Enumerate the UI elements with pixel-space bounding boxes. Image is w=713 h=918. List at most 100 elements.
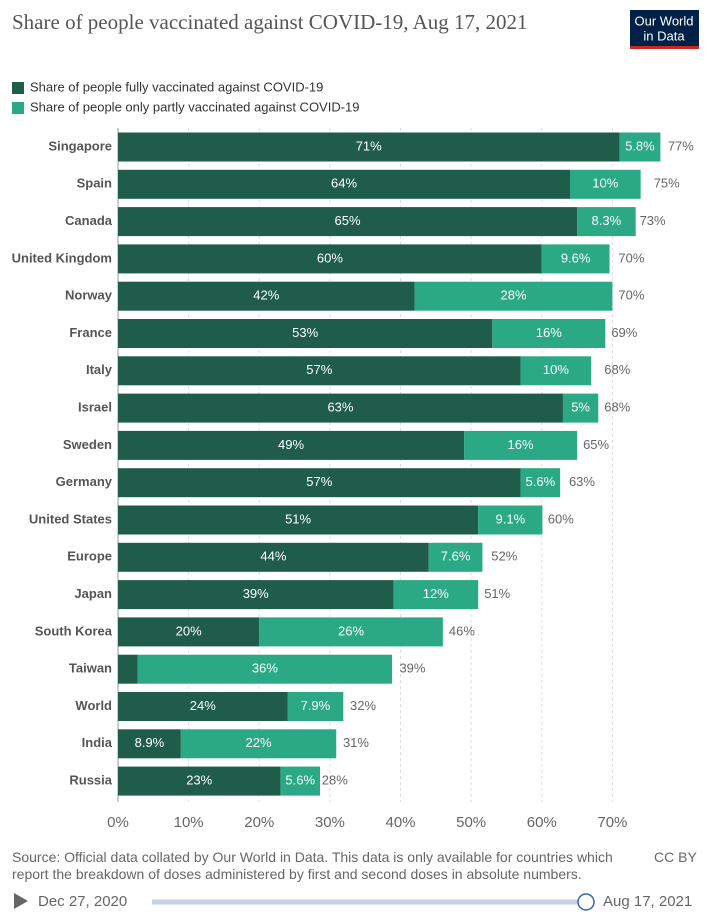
x-tick-label: 0%	[107, 814, 129, 831]
bar-segment	[287, 692, 344, 721]
data-label: 53%	[292, 325, 318, 340]
bar-segment	[118, 468, 521, 498]
total-label: 63%	[569, 474, 595, 489]
total-label: 32%	[350, 698, 376, 713]
y-tick-label: Russia	[69, 773, 112, 788]
y-tick-label: India	[82, 735, 113, 750]
y-tick-label: Taiwan	[69, 661, 112, 676]
legend-label: Share of people fully vaccinated against…	[30, 79, 323, 94]
bar-segment	[428, 542, 483, 572]
data-label: 57%	[306, 474, 332, 489]
bar-segment	[118, 244, 542, 274]
data-label: 10%	[543, 362, 569, 377]
y-tick-label: World	[75, 698, 112, 713]
y-tick-label: Sweden	[63, 437, 112, 452]
bar-segment	[464, 430, 578, 460]
timeline-handle[interactable]	[577, 893, 595, 911]
bar-segment	[520, 468, 561, 498]
data-label: 36%	[252, 661, 278, 676]
bar-segment	[118, 281, 415, 311]
data-label: 7.6%	[441, 549, 471, 564]
chart-title: Share of people vaccinated against COVID…	[12, 10, 528, 34]
data-label: 42%	[253, 288, 279, 303]
bar-segment	[619, 132, 661, 162]
data-label: 39%	[243, 586, 269, 601]
y-tick-label: Canada	[65, 213, 113, 228]
bar-segment	[562, 393, 599, 423]
bar-segment	[478, 505, 543, 535]
bar-segment	[137, 654, 393, 684]
bar-segment	[259, 617, 443, 647]
total-label: 68%	[604, 362, 630, 377]
y-tick-label: South Korea	[35, 623, 113, 638]
data-label: 10%	[592, 176, 618, 191]
total-label: 68%	[604, 400, 630, 415]
total-label: 70%	[618, 288, 644, 303]
legend-swatch	[12, 102, 24, 114]
y-tick-label: United Kingdom	[12, 250, 112, 265]
logo-box[interactable]	[630, 10, 699, 48]
total-label: 28%	[322, 773, 348, 788]
data-label: 9.6%	[561, 250, 591, 265]
play-button[interactable]	[14, 893, 28, 909]
bar-segment	[118, 393, 563, 423]
y-tick-label: Israel	[78, 400, 112, 415]
data-label: 49%	[278, 437, 304, 452]
bar-segment	[118, 766, 281, 796]
legend-label: Share of people only partly vaccinated a…	[30, 99, 360, 114]
bar-segment	[393, 580, 479, 610]
bar-segment	[118, 430, 465, 460]
data-label: 22%	[246, 735, 272, 750]
total-label: 60%	[548, 511, 574, 526]
data-label: 26%	[338, 623, 364, 638]
bar-segment	[118, 617, 260, 647]
source-note: Source: Official data collated by Our Wo…	[12, 849, 613, 882]
total-label: 65%	[583, 437, 609, 452]
total-label: 70%	[618, 250, 644, 265]
total-label: 73%	[640, 213, 666, 228]
total-label: 69%	[611, 325, 637, 340]
y-tick-label: Spain	[77, 176, 112, 191]
bar-segment	[118, 319, 493, 348]
license[interactable]: CC BY	[654, 849, 697, 865]
total-label: 51%	[484, 586, 510, 601]
data-label: 16%	[536, 325, 562, 340]
data-label: 8.3%	[592, 213, 622, 228]
y-tick-label: Norway	[65, 288, 113, 303]
logo-text: Our World	[635, 13, 694, 28]
x-tick-label: 70%	[597, 814, 627, 831]
total-label: 75%	[654, 176, 680, 191]
data-label: 71%	[356, 138, 382, 153]
y-tick-label: Japan	[74, 586, 112, 601]
bar-segment	[118, 692, 288, 721]
bar-segment	[118, 207, 578, 237]
data-label: 24%	[190, 698, 216, 713]
data-label: 5%	[571, 400, 590, 415]
data-label: 20%	[176, 623, 202, 638]
y-tick-label: Singapore	[48, 138, 112, 153]
logo-text: in Data	[643, 28, 685, 43]
bar-segment	[577, 207, 636, 237]
bar-segment	[520, 356, 592, 386]
bar-segment	[118, 356, 521, 386]
bar-segment	[118, 542, 429, 572]
bar-segment	[118, 169, 570, 199]
data-label: 28%	[500, 288, 526, 303]
total-label: 77%	[668, 138, 694, 153]
bar-segment	[492, 319, 606, 348]
data-label: 5.6%	[526, 474, 556, 489]
bar-segment	[118, 654, 138, 684]
data-label: 9.1%	[496, 511, 526, 526]
timeline-end: Aug 17, 2021	[603, 893, 692, 910]
y-tick-label: France	[69, 325, 112, 340]
data-label: 64%	[331, 176, 357, 191]
data-label: 8.9%	[135, 735, 165, 750]
data-label: 63%	[327, 400, 353, 415]
data-label: 51%	[285, 511, 311, 526]
x-tick-label: 30%	[315, 814, 345, 831]
bar-segment	[118, 505, 479, 535]
bar-segment	[280, 766, 320, 796]
bar-segment	[414, 281, 613, 311]
x-tick-label: 10%	[174, 814, 204, 831]
